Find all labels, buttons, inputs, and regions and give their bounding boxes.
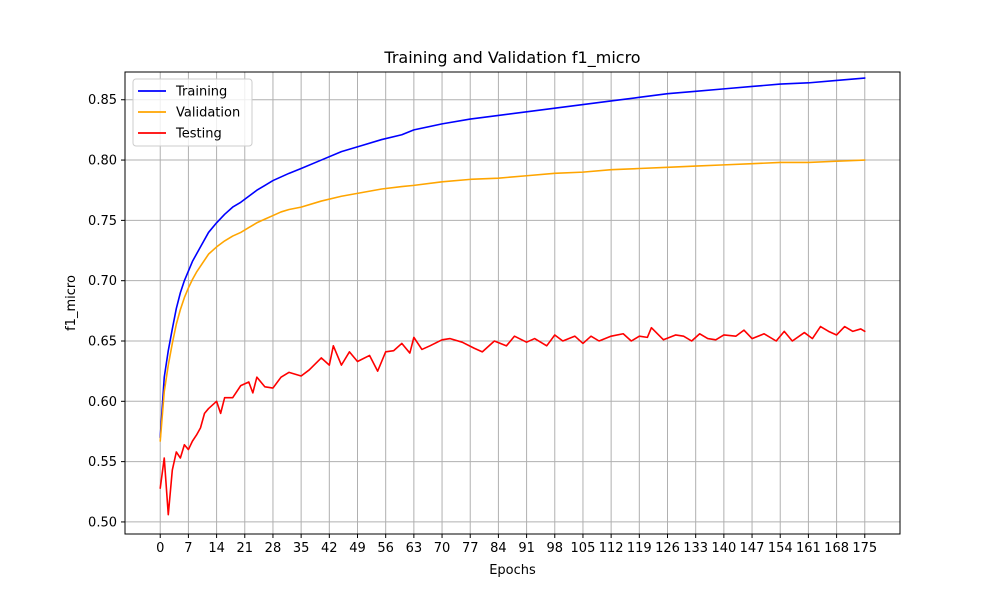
legend-label-validation: Validation [176, 106, 240, 121]
x-tick-label: 49 [349, 541, 366, 556]
legend: Training Validation Testing [132, 78, 253, 147]
x-tick-label: 14 [208, 541, 225, 556]
x-tick-label: 70 [434, 541, 451, 556]
x-tick-label: 77 [462, 541, 479, 556]
x-tick-label: 168 [824, 541, 849, 556]
x-axis: 0 7 14 21 28 35 42 49 56 63 70 77 84 91 98 105 112 119 126… [156, 534, 877, 556]
y-tick-label: 0.70 [88, 274, 117, 289]
legend-box [132, 78, 253, 147]
legend-label-training: Training [175, 85, 227, 100]
x-tick-label: 119 [627, 541, 652, 556]
legend-label-testing: Testing [175, 127, 222, 142]
x-tick-label: 126 [655, 541, 680, 556]
x-tick-label: 28 [265, 541, 282, 556]
y-tick-label: 0.55 [88, 455, 117, 470]
x-tick-label: 112 [599, 541, 624, 556]
series-line-training [159, 77, 866, 439]
x-tick-label: 140 [711, 541, 736, 556]
x-tick-label: 91 [518, 541, 535, 556]
y-tick-label: 0.75 [88, 214, 117, 229]
y-tick-label: 0.80 [88, 154, 117, 169]
x-tick-label: 84 [490, 541, 507, 556]
series-line-testing [159, 325, 866, 516]
x-tick-label: 175 [852, 541, 877, 556]
x-tick-label: 105 [571, 541, 596, 556]
y-axis-label: f1_micro [64, 275, 79, 331]
y-axis: 0.50 0.55 0.60 0.65 0.70 0.75 0.80 0.85 [88, 93, 125, 530]
series-layer [159, 77, 866, 516]
x-tick-label: 161 [796, 541, 821, 556]
x-tick-label: 35 [293, 541, 310, 556]
chart-title: Training and Validation f1_micro [383, 48, 640, 68]
series-line-validation [159, 159, 866, 442]
y-tick-label: 0.50 [88, 515, 117, 530]
x-tick-label: 63 [406, 541, 423, 556]
x-tick-label: 133 [683, 541, 708, 556]
plot-frame [124, 71, 901, 535]
x-tick-label: 147 [740, 541, 765, 556]
x-tick-label: 42 [321, 541, 338, 556]
y-tick-label: 0.60 [88, 395, 117, 410]
x-axis-label: Epochs [489, 563, 536, 578]
x-tick-label: 7 [184, 541, 192, 556]
y-tick-label: 0.65 [88, 334, 117, 349]
x-tick-label: 154 [768, 541, 793, 556]
y-tick-label: 0.85 [88, 93, 117, 108]
x-tick-label: 0 [156, 541, 164, 556]
grid [125, 72, 900, 534]
x-tick-label: 56 [377, 541, 394, 556]
x-tick-label: 21 [236, 541, 253, 556]
x-tick-label: 98 [546, 541, 563, 556]
